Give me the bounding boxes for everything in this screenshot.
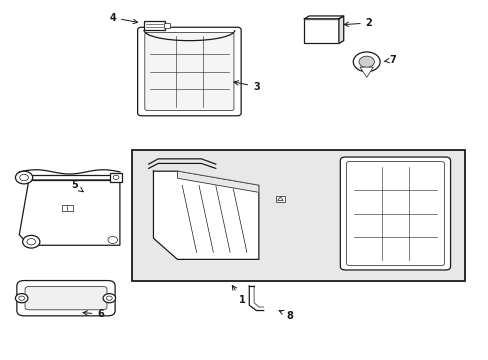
FancyBboxPatch shape (340, 157, 449, 270)
Text: 4: 4 (109, 13, 138, 24)
Bar (143, 21, 165, 30)
FancyBboxPatch shape (346, 162, 444, 265)
Bar (110, 173, 122, 182)
Circle shape (22, 235, 40, 248)
Polygon shape (304, 16, 343, 19)
Text: 5: 5 (71, 180, 83, 192)
Circle shape (19, 296, 24, 300)
Text: 6: 6 (83, 309, 104, 319)
Bar (163, 23, 169, 28)
Circle shape (103, 294, 115, 303)
Text: 7: 7 (384, 55, 396, 65)
Circle shape (20, 174, 28, 181)
FancyBboxPatch shape (25, 287, 107, 310)
Bar (62, 205, 73, 211)
FancyBboxPatch shape (17, 280, 115, 316)
Bar (304, 19, 338, 44)
Bar (275, 196, 285, 202)
Bar (132, 150, 464, 280)
Text: 8: 8 (279, 310, 293, 321)
Circle shape (358, 56, 374, 67)
Text: 3: 3 (233, 81, 259, 91)
Circle shape (16, 171, 33, 184)
Circle shape (106, 296, 112, 300)
Circle shape (27, 239, 36, 245)
Circle shape (16, 294, 28, 303)
Polygon shape (359, 67, 373, 77)
Polygon shape (19, 180, 120, 245)
FancyBboxPatch shape (137, 27, 241, 116)
Text: 1: 1 (232, 285, 245, 305)
Polygon shape (153, 171, 258, 259)
Polygon shape (338, 16, 343, 44)
Circle shape (352, 52, 379, 72)
Circle shape (113, 175, 119, 180)
Text: 2: 2 (344, 18, 372, 28)
Circle shape (108, 237, 117, 243)
FancyBboxPatch shape (144, 32, 233, 111)
Polygon shape (177, 171, 258, 192)
